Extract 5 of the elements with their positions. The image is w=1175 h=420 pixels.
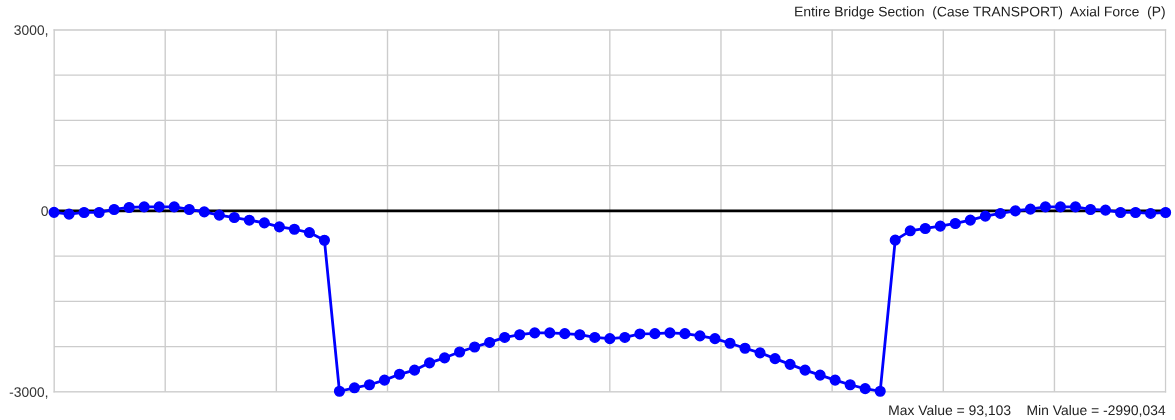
text: Max Value = 93,103 Min Value = -2990,034 xyxy=(889,404,1166,417)
y-tick-label: 3000, xyxy=(14,25,48,37)
chart-title: Entire Bridge Section (Case TRANSPORT) Axial Force (P) xyxy=(795,6,1165,20)
y-tick-label: -3000, xyxy=(9,387,48,399)
y-tick-label: 0 xyxy=(41,206,48,217)
